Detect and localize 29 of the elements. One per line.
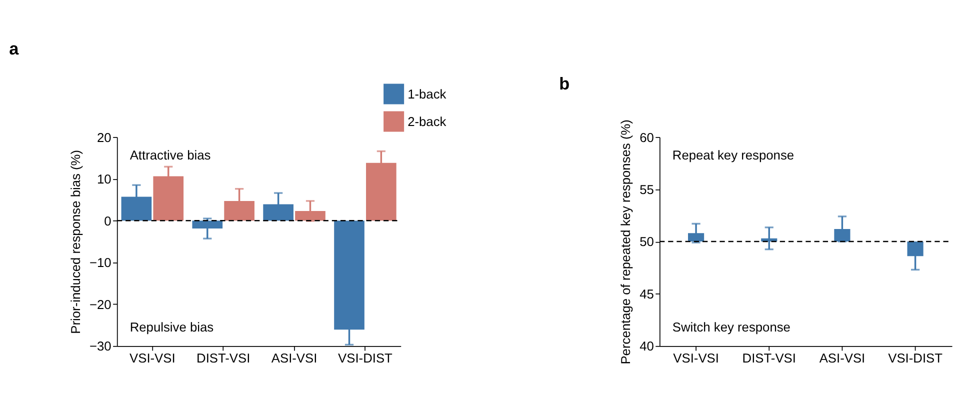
x-tick-label: VSI-DIST [338,350,393,366]
x-tick-label: DIST-VSI [742,350,796,366]
annotation: Attractive bias [130,147,211,162]
x-tick-label: VSI-VSI [673,350,719,366]
legend-label: 2-back [408,114,447,129]
x-tick-label: ASI-VSI [819,350,866,366]
x-tick-label: VSI-VSI [130,350,176,366]
x-tick-label: DIST-VSI [196,350,250,366]
y-tick-label: 60 [640,130,654,145]
annotation: Switch key response [672,319,790,334]
y-tick-label: 10 [97,172,112,187]
y-tick-label: −10 [90,255,112,270]
y-tick-label: 55 [640,182,654,197]
chart-title: b [559,74,570,94]
y-tick-label: 0 [104,213,112,228]
y-tick-label: −20 [90,296,112,312]
annotation: Repeat key response [672,147,794,162]
annotation: Repulsive bias [130,319,214,334]
chart-title: a [9,38,20,58]
y-tick-label: 40 [640,338,654,354]
legend-label: 1-back [408,86,447,102]
x-tick-label: VSI-DIST [888,350,943,366]
y-axis-title: Prior-induced response bias (%) [68,150,84,334]
y-tick-label: 45 [640,286,654,302]
y-axis-title: Percentage of repeated key responses (%) [618,120,634,364]
y-tick-label: 20 [97,130,112,145]
x-tick-label: ASI-VSI [271,350,318,366]
y-tick-label: −30 [90,338,112,354]
y-tick-label: 50 [640,234,654,250]
